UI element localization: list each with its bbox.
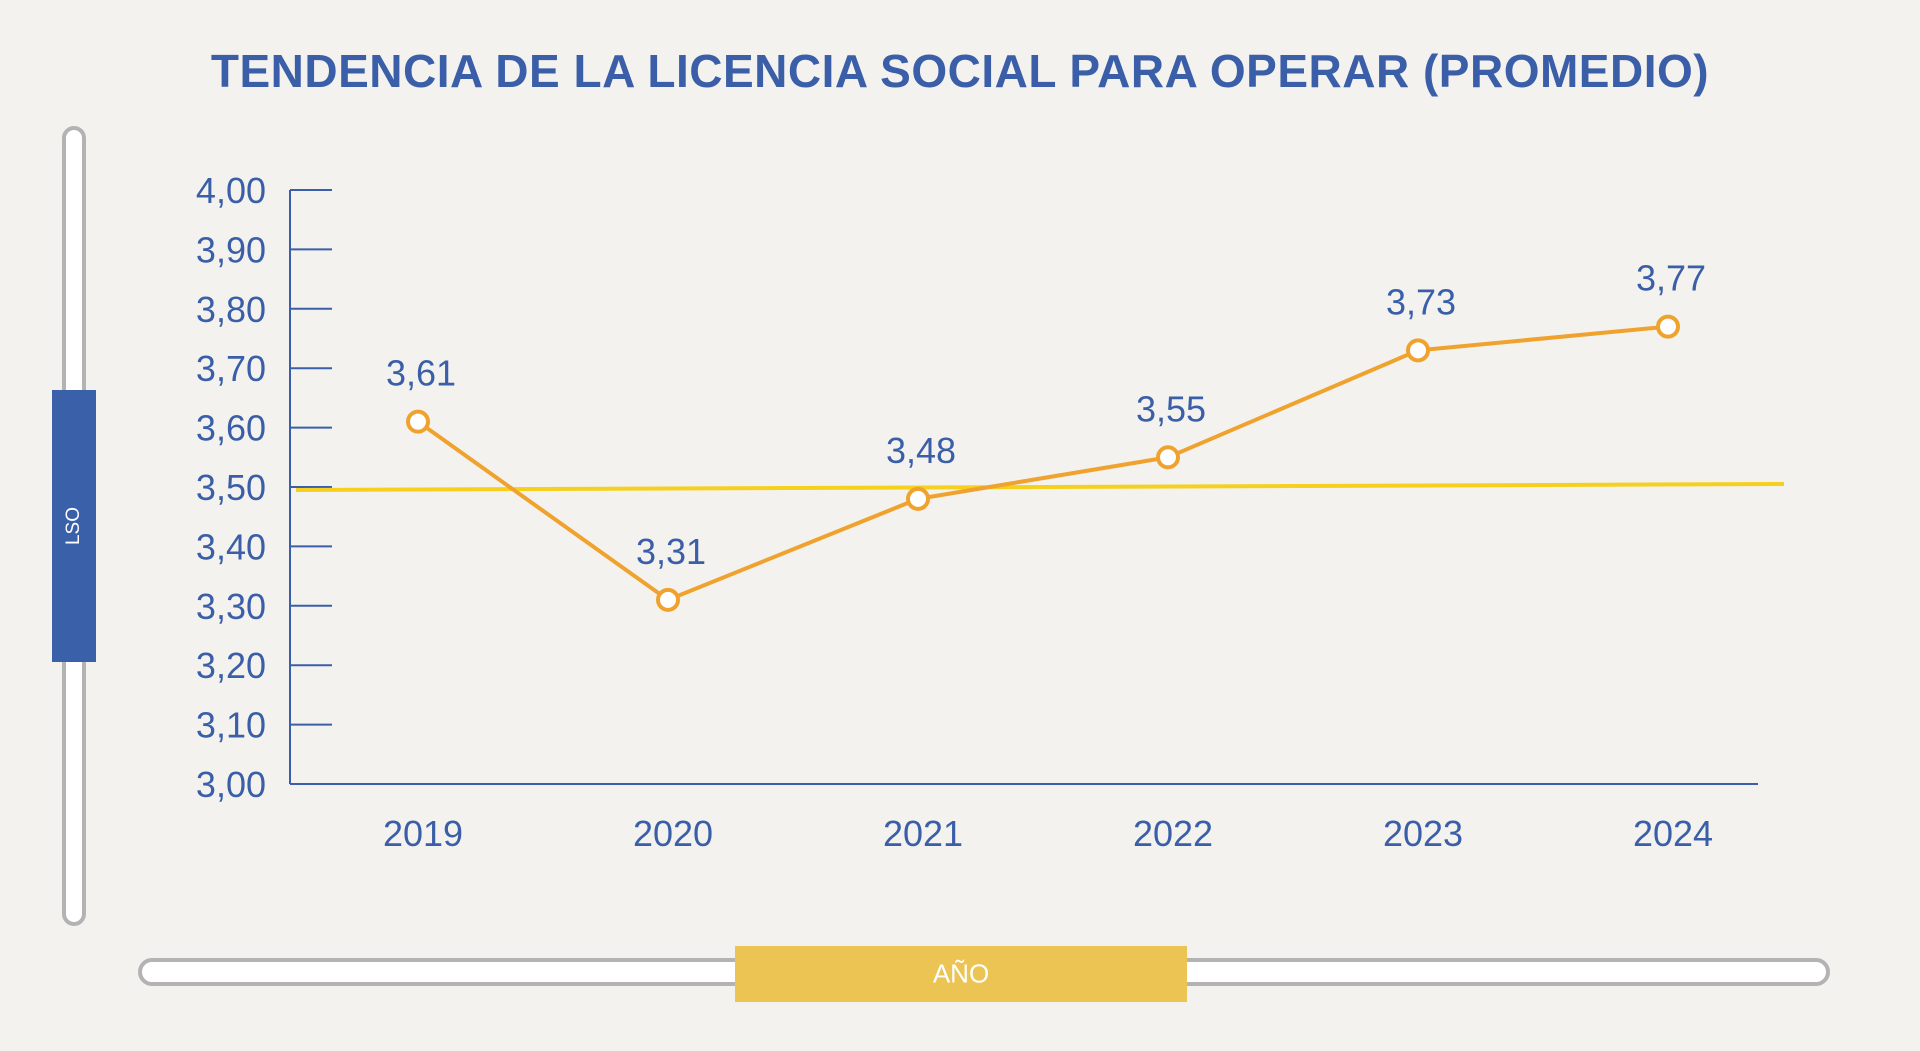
x-tick-label: 2019 xyxy=(383,813,463,854)
y-tick-label: 4,00 xyxy=(196,170,266,211)
x-tick-label: 2023 xyxy=(1383,813,1463,854)
reference-line xyxy=(295,482,1785,492)
chart-title: TENDENCIA DE LA LICENCIA SOCIAL PARA OPE… xyxy=(210,45,1710,97)
y-axis-title-thumb[interactable]: LSO xyxy=(52,390,96,662)
y-tick-label: 3,70 xyxy=(196,348,266,389)
y-tick-label: 3,00 xyxy=(196,764,266,805)
y-tick-label: 3,90 xyxy=(196,229,266,270)
data-point xyxy=(1656,314,1680,339)
x-axis-title: AÑO xyxy=(932,958,990,989)
y-tick-label: 3,30 xyxy=(196,586,266,627)
data-point xyxy=(1406,338,1430,363)
data-label: 3,31 xyxy=(636,531,706,572)
data-label: 3,77 xyxy=(1636,258,1706,299)
data-label: 3,61 xyxy=(386,353,456,394)
data-label: 3,48 xyxy=(886,430,956,471)
y-tick-label: 3,10 xyxy=(196,705,266,746)
y-tick-label: 3,20 xyxy=(196,645,266,686)
data-point xyxy=(1156,445,1180,470)
data-label: 3,73 xyxy=(1386,281,1456,322)
y-tick-label: 3,40 xyxy=(196,526,266,567)
y-tick-label: 3,60 xyxy=(196,408,266,449)
y-tick-label: 3,80 xyxy=(196,289,266,330)
x-tick-label: 2020 xyxy=(633,813,713,854)
data-point xyxy=(406,409,430,434)
series-line xyxy=(416,324,1669,602)
x-tick-label: 2024 xyxy=(1633,813,1713,854)
data-point xyxy=(656,587,680,612)
x-tick-label: 2021 xyxy=(883,813,963,854)
x-tick-label: 2022 xyxy=(1133,813,1213,854)
data-label: 3,55 xyxy=(1136,388,1206,429)
data-point xyxy=(906,486,930,511)
y-tick-label: 3,50 xyxy=(196,467,266,508)
x-axis-title-thumb[interactable]: AÑO xyxy=(735,946,1187,1002)
